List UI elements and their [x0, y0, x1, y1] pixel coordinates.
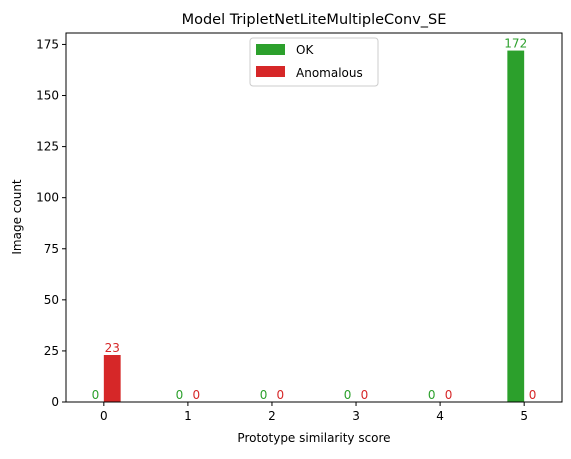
bar-label-ok-0: 0 [92, 388, 100, 402]
x-tick-label-5: 5 [520, 409, 528, 423]
y-tick-label-125: 125 [36, 140, 59, 154]
legend-label-anomalous: Anomalous [296, 66, 363, 80]
bar-label-anomalous-0: 23 [105, 341, 120, 355]
x-axis-label: Prototype similarity score [237, 431, 390, 445]
y-axis-label: Image count [10, 179, 24, 255]
bar-label-ok-5: 172 [504, 37, 527, 51]
chart-title: Model TripletNetLiteMultipleConv_SE [182, 12, 447, 28]
x-tick-label-3: 3 [352, 409, 360, 423]
plot-frame [65, 32, 563, 403]
legend-label-ok: OK [296, 43, 314, 57]
bar-label-ok-1: 0 [176, 388, 184, 402]
x-tick-label-2: 2 [268, 409, 276, 423]
bar-anomalous-0 [103, 355, 121, 402]
x-tick-label-1: 1 [184, 409, 192, 423]
legend-swatch-ok [256, 44, 285, 55]
y-tick-label-175: 175 [36, 37, 59, 51]
y-tick-label-50: 50 [44, 293, 59, 307]
x-tick-label-4: 4 [436, 409, 444, 423]
y-tick-label-0: 0 [51, 395, 59, 409]
bar-label-ok-3: 0 [344, 388, 352, 402]
bar-label-anomalous-3: 0 [361, 388, 369, 402]
y-tick-label-25: 25 [44, 344, 59, 358]
bar-label-anomalous-1: 0 [192, 388, 200, 402]
x-axis: 0 1 2 3 4 5 [100, 402, 528, 423]
legend: OK Anomalous [249, 37, 379, 87]
y-tick-label-100: 100 [36, 191, 59, 205]
bars-layer [103, 50, 525, 402]
bar-ok-5 [507, 50, 525, 402]
bar-label-anomalous-4: 0 [445, 388, 453, 402]
bar-label-ok-4: 0 [428, 388, 436, 402]
legend-swatch-anomalous [256, 66, 285, 77]
x-tick-label-0: 0 [100, 409, 108, 423]
bar-label-ok-2: 0 [260, 388, 268, 402]
bar-label-anomalous-5: 0 [529, 388, 537, 402]
y-tick-label-75: 75 [44, 242, 59, 256]
y-tick-label-150: 150 [36, 89, 59, 103]
y-axis: 0 25 50 75 100 125 150 175 [36, 37, 66, 409]
bar-label-anomalous-2: 0 [277, 388, 285, 402]
